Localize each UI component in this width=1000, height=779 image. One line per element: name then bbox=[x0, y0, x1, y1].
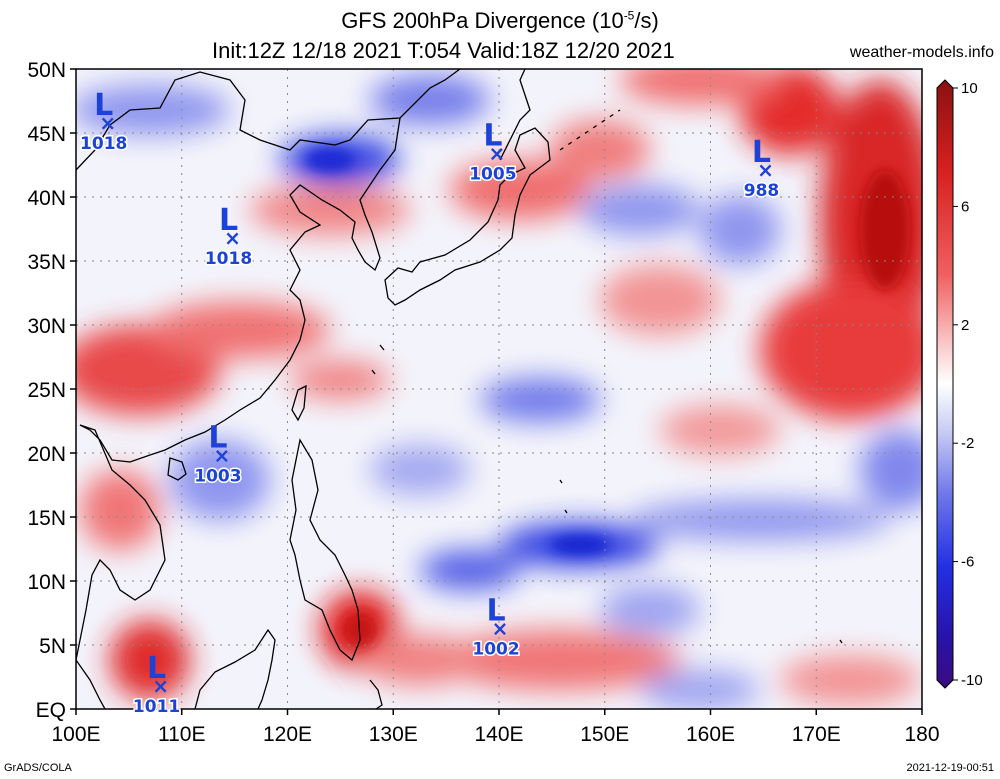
low-pressure-value: 1005 bbox=[469, 164, 516, 184]
low-center-cross: × bbox=[492, 616, 509, 640]
low-center-marker: L×1018 bbox=[203, 203, 253, 270]
low-center-marker: L×1002 bbox=[471, 593, 521, 661]
low-pressure-value: 988 bbox=[744, 181, 780, 201]
lon-tick-label: 180 bbox=[904, 723, 939, 746]
low-center-marker: L×1003 bbox=[193, 421, 243, 489]
coastlines bbox=[76, 69, 843, 709]
colorbar-tick-label: 6 bbox=[961, 198, 969, 215]
low-center-cross: × bbox=[152, 674, 169, 698]
chart-title: GFS 200hPa Divergence (10-5/s) bbox=[341, 8, 659, 33]
low-symbol: L bbox=[752, 135, 771, 170]
credit-label: GrADS/COLA bbox=[4, 762, 72, 774]
low-center-cross: × bbox=[224, 226, 241, 250]
lat-tick-label: 50N bbox=[27, 59, 66, 82]
lat-tick-label: 30N bbox=[27, 315, 66, 338]
lon-tick-label: 170E bbox=[792, 723, 841, 746]
colorbar-tick-label: -6 bbox=[961, 554, 974, 571]
low-center-marker: L×1005 bbox=[468, 118, 518, 186]
graticule bbox=[76, 69, 922, 709]
lat-tick-label: 25N bbox=[27, 379, 66, 402]
low-center-marker: L×988 bbox=[742, 135, 781, 203]
lon-tick-label: 100E bbox=[51, 723, 100, 746]
longitude-axis: 100E 110E 120E 130E 140E 150E 160E 170E 180 bbox=[51, 709, 940, 746]
lon-tick-label: 140E bbox=[474, 723, 523, 746]
colorbar-tick-label: -2 bbox=[961, 435, 974, 452]
lon-tick-label: 160E bbox=[686, 723, 735, 746]
low-symbol: L bbox=[147, 651, 166, 686]
lat-tick-label: 15N bbox=[27, 507, 66, 530]
lat-tick-label: 40N bbox=[27, 187, 66, 210]
chart-subtitle: Init:12Z 12/18 2021 T:054 Valid:18Z 12/2… bbox=[212, 38, 675, 63]
low-pressure-value: 1003 bbox=[194, 467, 241, 487]
lat-tick-label: 5N bbox=[39, 635, 66, 658]
low-center-marker: L×1018 bbox=[79, 88, 129, 155]
low-pressure-value: 1002 bbox=[472, 639, 519, 659]
low-symbol: L bbox=[486, 593, 505, 628]
lon-tick-label: 120E bbox=[263, 723, 312, 746]
lat-tick-label: 35N bbox=[27, 251, 66, 274]
lon-tick-label: 130E bbox=[369, 723, 418, 746]
low-center-cross: × bbox=[489, 141, 506, 165]
lat-tick-label: 10N bbox=[27, 571, 66, 594]
lat-tick-label: 45N bbox=[27, 123, 66, 146]
lat-tick-label: EQ bbox=[36, 699, 66, 722]
lon-tick-label: 110E bbox=[158, 723, 206, 746]
low-pressure-value: 1011 bbox=[133, 697, 180, 717]
low-symbol: L bbox=[483, 118, 502, 153]
low-symbol: L bbox=[94, 88, 113, 123]
low-center-cross: × bbox=[214, 444, 231, 468]
low-symbol: L bbox=[219, 203, 238, 238]
low-center-marker: L×1011 bbox=[131, 651, 181, 719]
low-pressure-value: 1018 bbox=[205, 249, 252, 269]
colorbar-tick-label: -10 bbox=[961, 672, 983, 689]
low-pressure-value: 1018 bbox=[80, 134, 127, 154]
low-pressure-markers: L×1018 L×1005L×988L×1018L×1003L×1002L×101… bbox=[79, 88, 781, 719]
low-center-cross: × bbox=[99, 111, 116, 135]
timestamp-label: 2021-12-19-00:51 bbox=[906, 762, 994, 774]
colorbar: 10 6 2 -2 -6 -10 bbox=[936, 79, 983, 689]
low-center-cross: × bbox=[757, 158, 774, 182]
low-symbol: L bbox=[208, 421, 227, 456]
colorbar-tick-label: 2 bbox=[961, 317, 969, 334]
latitude-axis: 50N 45N 40N 35N 30N 25N 20N 15N 10N 5N EQ bbox=[27, 59, 76, 722]
lat-tick-label: 20N bbox=[27, 443, 66, 466]
site-watermark: weather-models.info bbox=[849, 44, 994, 61]
colorbar-tick-label: 10 bbox=[961, 80, 978, 97]
lon-tick-label: 150E bbox=[580, 723, 629, 746]
